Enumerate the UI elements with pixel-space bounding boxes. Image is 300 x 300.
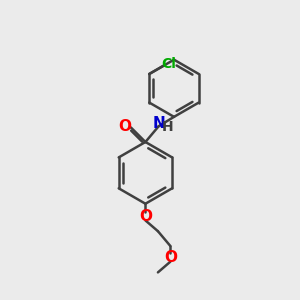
Text: H: H: [161, 120, 173, 134]
Text: N: N: [152, 116, 165, 131]
Text: O: O: [139, 209, 152, 224]
Text: O: O: [119, 119, 132, 134]
Text: Cl: Cl: [161, 57, 176, 71]
Text: O: O: [164, 250, 177, 265]
